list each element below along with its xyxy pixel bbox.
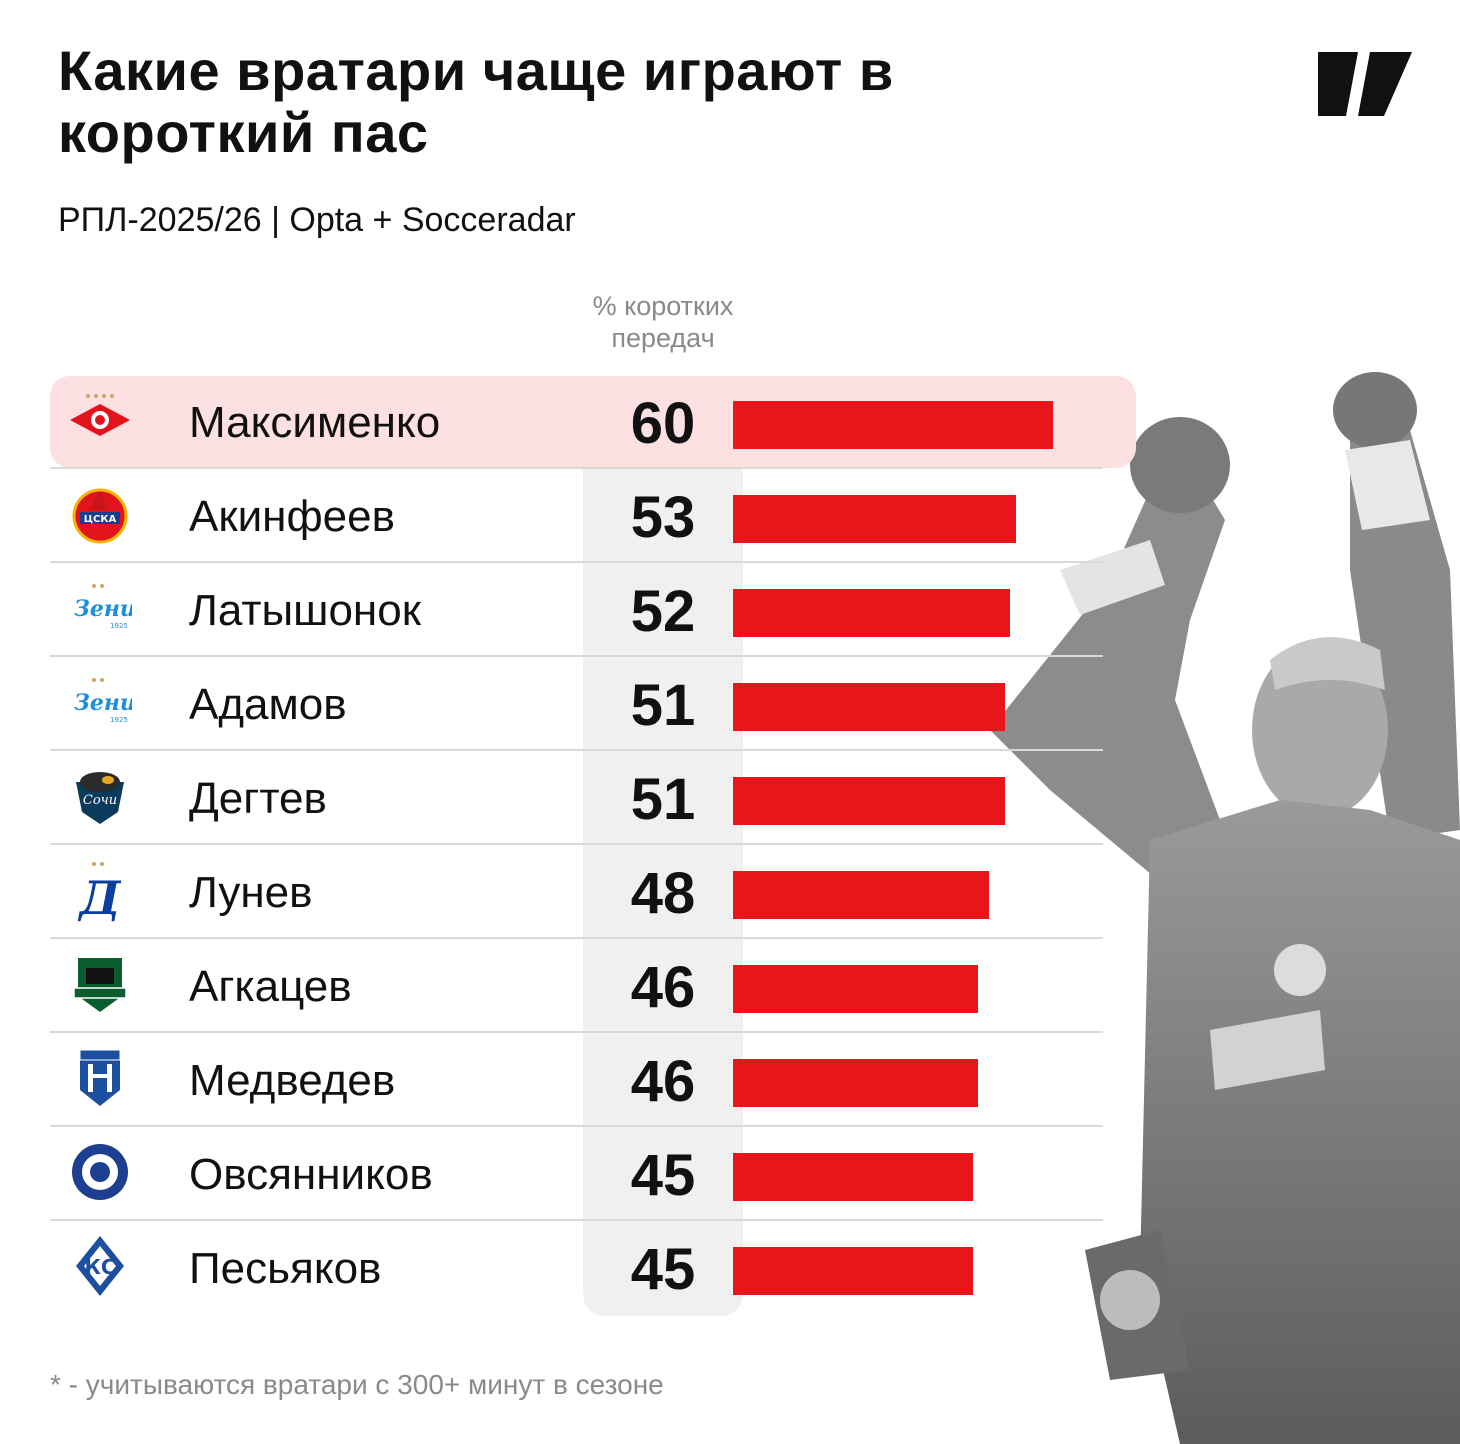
table-row: Зенит1925 Адамов 51 — [50, 658, 1103, 750]
row-divider — [50, 1219, 1103, 1221]
krylia-icon: КС — [68, 1234, 132, 1298]
row-divider — [50, 937, 1103, 939]
bar — [733, 965, 978, 1013]
spartak-icon — [68, 388, 132, 452]
player-name: Акинфеев — [189, 492, 395, 541]
table-row: Д Лунев 48 — [50, 846, 1103, 938]
row-divider — [50, 843, 1103, 845]
sochi-icon: Сочи — [68, 764, 132, 828]
player-name: Лунев — [189, 868, 313, 917]
value-column-header: % коротких передач — [592, 291, 734, 353]
svg-text:Зенит: Зенит — [74, 690, 132, 716]
player-name: Максименко — [189, 398, 441, 447]
player-photo — [990, 372, 1460, 1444]
row-divider — [50, 467, 1103, 469]
table-row: Овсянников 45 — [50, 1128, 1103, 1220]
value-label: 60 — [630, 391, 696, 456]
svg-text:ЦСКА: ЦСКА — [84, 514, 117, 525]
table-row: Максименко 60 — [50, 376, 1136, 468]
player-name: Песьяков — [189, 1244, 382, 1293]
bar — [733, 589, 1010, 637]
value-label: 48 — [630, 861, 696, 926]
krasnodar-icon — [68, 952, 132, 1016]
orenburg-icon — [68, 1140, 132, 1204]
table-row: Сочи Дегтев 51 — [50, 752, 1103, 844]
value-column-background — [583, 380, 743, 1316]
bar — [733, 1153, 973, 1201]
svg-text:Зенит: Зенит — [74, 596, 132, 622]
row-divider — [50, 1031, 1103, 1033]
brand-logo-icon — [1318, 52, 1412, 116]
player-name: Медведев — [189, 1056, 396, 1105]
svg-text:1925: 1925 — [110, 622, 128, 630]
value-label: 45 — [630, 1237, 696, 1302]
table-row: Медведев 46 — [50, 1034, 1103, 1126]
player-name: Агкацев — [189, 962, 352, 1011]
table-row: ЦСКА Акинфеев 53 — [50, 470, 1103, 562]
chart-title: Какие вратари чаще играют в короткий пас — [58, 39, 894, 164]
bar — [733, 777, 1005, 825]
value-label: 46 — [630, 955, 696, 1020]
svg-text:КС: КС — [84, 1255, 115, 1279]
chart-subtitle: РПЛ-2025/26 | Opta + Socceradar — [58, 201, 576, 239]
cska-icon: ЦСКА — [68, 482, 132, 546]
zenit-icon: Зенит1925 — [68, 670, 159, 734]
player-name: Дегтев — [189, 774, 327, 823]
zenit-icon: Зенит1925 — [68, 576, 159, 640]
pari-nn-icon — [68, 1046, 132, 1110]
bar — [733, 1247, 973, 1295]
dynamo-icon: Д — [68, 858, 132, 925]
row-divider — [50, 1125, 1103, 1127]
player-name: Адамов — [189, 680, 347, 729]
row-divider — [50, 561, 1103, 563]
bar — [733, 683, 1005, 731]
svg-text:1925: 1925 — [110, 716, 128, 724]
value-label: 52 — [630, 579, 696, 644]
value-label: 51 — [630, 767, 696, 832]
svg-text:Д: Д — [78, 871, 122, 922]
bar — [733, 1059, 978, 1107]
row-divider — [50, 749, 1103, 751]
footnote: * - учитываются вратари с 300+ минут в с… — [50, 1369, 664, 1400]
player-name: Латышонок — [189, 586, 421, 635]
svg-text:Сочи: Сочи — [83, 793, 117, 808]
table-row: Агкацев 46 — [50, 940, 1103, 1032]
bar — [733, 871, 989, 919]
value-label: 53 — [630, 485, 696, 550]
value-label: 51 — [630, 673, 696, 738]
table-row: КС Песьяков 45 — [50, 1222, 1103, 1314]
value-label: 45 — [630, 1143, 696, 1208]
value-label: 46 — [630, 1049, 696, 1114]
table-row: Зенит1925 Латышонок 52 — [50, 564, 1103, 656]
row-divider — [50, 655, 1103, 657]
player-name: Овсянников — [189, 1150, 433, 1199]
bar — [733, 401, 1053, 449]
bar — [733, 495, 1016, 543]
